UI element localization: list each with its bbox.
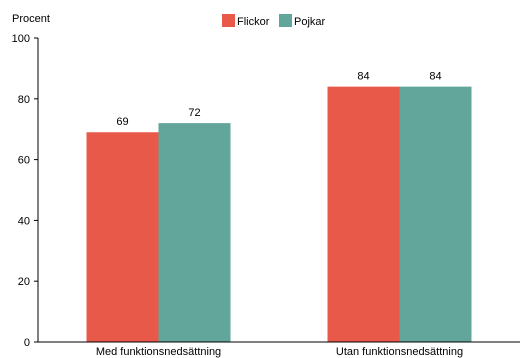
bar-flickor-med-funktionsnedsattning [86, 132, 159, 342]
data-label-flickor-utan-funktionsnedsattning: 84 [357, 71, 369, 83]
legend-swatch-flickor [222, 14, 235, 27]
y-tick-label: 80 [18, 94, 30, 106]
x-axis: Med funktionsnedsättning Utan funktionsne… [38, 341, 520, 358]
legend-swatch-pojkar [279, 14, 292, 27]
bar-pojkar-med-funktionsnedsattning [158, 123, 231, 343]
data-labels-group: 69 72 84 84 [116, 71, 441, 129]
y-tick-label: 0 [24, 337, 30, 349]
x-category-label: Med funktionsnedsättning [96, 346, 221, 358]
data-label-pojkar-med-funktionsnedsattning: 72 [188, 107, 200, 119]
data-label-flickor-med-funktionsnedsattning: 69 [116, 116, 128, 128]
y-tick-label: 20 [18, 276, 30, 288]
x-category-label: Utan funktionsnedsättning [336, 346, 463, 358]
y-tick-label: 40 [18, 215, 30, 227]
y-tick-label: 60 [18, 155, 30, 167]
data-label-pojkar-utan-funktionsnedsattning: 84 [429, 71, 441, 83]
y-tick-label: 100 [12, 33, 30, 45]
y-axis: 0 20 40 60 80 100 [12, 33, 39, 349]
bar-flickor-utan-funktionsnedsattning [327, 86, 400, 342]
legend-label-flickor: Flickor [237, 16, 270, 28]
y-axis-title: Procent [12, 13, 50, 25]
legend-label-pojkar: Pojkar [294, 16, 326, 28]
bars-group [86, 86, 472, 343]
legend: Flickor Pojkar [222, 14, 326, 28]
bar-pojkar-utan-funktionsnedsattning [399, 86, 472, 342]
